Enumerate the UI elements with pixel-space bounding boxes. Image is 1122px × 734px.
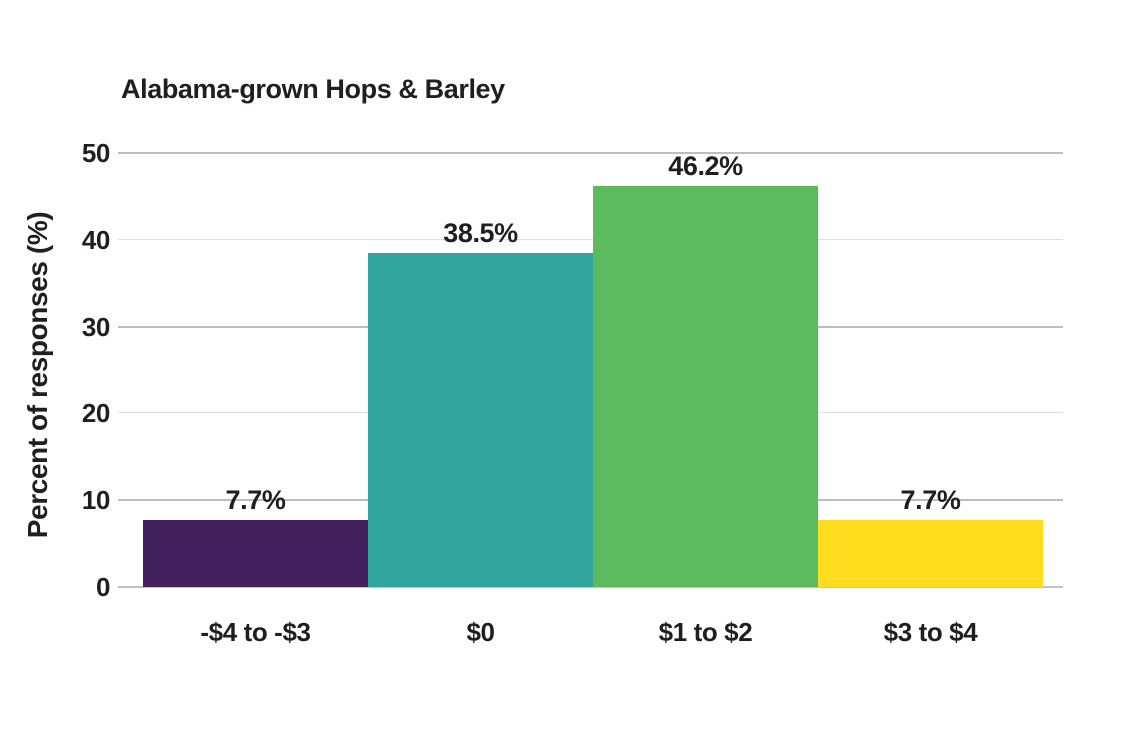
bar-value-label-1: 7.7% — [225, 485, 286, 516]
y-tick-label-30: 30 — [81, 311, 111, 342]
x-tick-label-4: $3 to $4 — [883, 617, 978, 647]
bar-3 — [593, 185, 818, 587]
gridline-y40 — [118, 238, 1063, 240]
bar-value-label-2: 38.5% — [443, 217, 518, 248]
bar-1 — [143, 520, 368, 587]
y-tick-label-40: 40 — [81, 224, 111, 255]
bar-value-label-4: 7.7% — [900, 485, 961, 516]
y-tick-label-50: 50 — [81, 138, 111, 168]
bar-value-label-3: 46.2% — [668, 150, 743, 181]
gridline-y0 — [118, 586, 1063, 588]
y-tick-label-0: 0 — [95, 572, 110, 602]
y-tick-label-20: 20 — [81, 398, 111, 429]
x-tick-label-2: $0 — [466, 617, 495, 647]
gridline-y50 — [118, 152, 1063, 154]
chart-title: Alabama-grown Hops & Barley — [121, 74, 505, 104]
y-tick-label-10: 10 — [81, 485, 111, 516]
x-tick-label-1: -$4 to -$3 — [200, 617, 311, 647]
bar-4 — [818, 520, 1043, 587]
bar-2 — [368, 252, 593, 587]
x-tick-label-3: $1 to $2 — [658, 617, 753, 647]
